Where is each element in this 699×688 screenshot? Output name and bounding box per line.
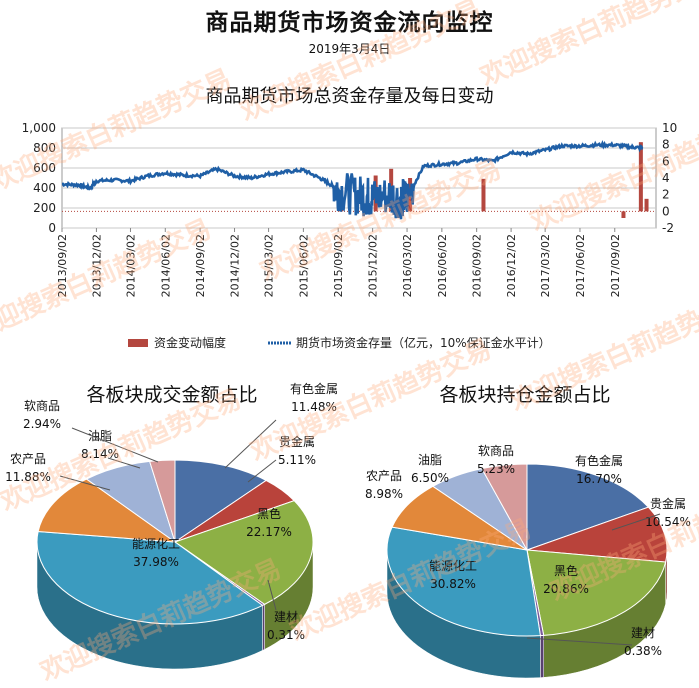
x-tick-label: 2016/09/02 — [471, 234, 484, 297]
pie-label-value: 37.98% — [133, 555, 179, 569]
pie-label-name: 黑色 — [257, 507, 281, 521]
pie-label-value: 6.50% — [411, 471, 449, 485]
page-title: 商品期货市场资金流向监控 — [205, 10, 494, 36]
x-tick-label: 2015/12/02 — [367, 234, 380, 297]
x-tick-label: 2014/06/02 — [159, 234, 172, 297]
legend-label-change: 资金变动幅度 — [154, 335, 226, 350]
line-chart: 0 200 400 600 800 1,000 -2 0 2 4 6 8 10 2013/09/02 201… — [22, 121, 678, 350]
pie-slice-有色金属 — [526, 463, 650, 551]
y-left-tick-label: 600 — [33, 161, 56, 175]
x-tick-label: 2014/12/02 — [229, 234, 242, 297]
pie-chart-volume: 各板块成交金额占比 有色金属 11.48% 贵金属 5.11% 黑色 22.17% 建材 0.3… — [5, 381, 338, 670]
legend-label-stock: 期货市场资金存量（亿元，10%保证金水平计） — [296, 335, 551, 350]
pie-label-name: 贵金属 — [650, 496, 686, 511]
pie-slice-能源化工 — [386, 526, 541, 637]
pie-label-name: 黑色 — [554, 564, 578, 578]
x-tick-label: 2015/03/02 — [263, 234, 276, 297]
change-bar — [638, 142, 643, 212]
x-tick-label: 2016/03/02 — [401, 234, 414, 297]
x-tick-label: 2013/09/02 — [56, 234, 69, 297]
pie-label-name: 农产品 — [10, 452, 46, 466]
x-tick-label: 2016/06/02 — [436, 234, 449, 297]
pie-slice-软商品 — [481, 463, 528, 552]
change-bar — [644, 198, 649, 212]
pie-leader-line — [247, 459, 277, 483]
pie-label-value: 30.82% — [430, 577, 476, 591]
pie-label-value: 2.94% — [23, 417, 61, 431]
x-tick-label: 2014/03/02 — [124, 234, 137, 297]
pie-label-name: 贵金属 — [279, 434, 315, 449]
pie-leader-line — [526, 637, 633, 646]
y-right-tick-label: 2 — [662, 188, 670, 202]
pie-label-name: 农产品 — [366, 469, 402, 483]
pie-slice-农产品 — [37, 478, 177, 543]
y-left-tick-label: 800 — [33, 141, 56, 155]
pie-label-name: 建材 — [631, 626, 655, 640]
pie-label-value: 0.38% — [624, 644, 662, 658]
y-right-tick-label: 4 — [662, 171, 670, 185]
pie-leader-line — [59, 475, 111, 491]
pie-slice-有色金属 — [174, 459, 268, 543]
pie-label-name: 油脂 — [88, 428, 112, 443]
pie-label-value: 16.70% — [576, 472, 622, 486]
line-chart-title: 商品期货市场总资金存量及每日变动 — [205, 86, 494, 107]
pie-leader-line — [107, 457, 141, 469]
x-tick-label: 2017/09/02 — [609, 234, 622, 297]
pie-label-name: 能源化工 — [429, 559, 477, 573]
pie-label-name: 能源化工 — [132, 537, 180, 551]
pie-leader-line — [611, 513, 661, 531]
pie-label-value: 11.48% — [291, 400, 337, 414]
pie-slice-农产品 — [391, 485, 528, 551]
x-tick-label: 2017/06/02 — [574, 234, 587, 297]
y-right-tick-label: -2 — [662, 221, 674, 235]
change-bar — [621, 211, 626, 218]
change-bar — [481, 178, 486, 212]
pie-label-name: 油脂 — [418, 452, 442, 467]
pie-label-name: 有色金属 — [575, 453, 623, 468]
pie-leader-line — [71, 427, 159, 463]
pie-label-value: 8.14% — [81, 447, 119, 461]
x-tick-label: 2016/12/02 — [505, 234, 518, 297]
pie-label-value: 5.11% — [278, 453, 316, 467]
pie-slice-黑色 — [173, 500, 314, 605]
y-right-tick-label: 0 — [662, 204, 670, 218]
x-tick-label: 2015/09/02 — [332, 234, 345, 297]
pie-leader-line — [224, 419, 277, 469]
pie-title: 各板块成交金额占比 — [86, 384, 257, 406]
y-left-tick-label: 0 — [48, 221, 56, 235]
y-right-tick-label: 10 — [662, 121, 677, 135]
x-tick-label: 2013/12/02 — [90, 234, 103, 297]
y-left-tick-label: 200 — [33, 201, 56, 215]
stock-line — [61, 139, 644, 220]
pie-label-value: 8.98% — [365, 487, 403, 501]
pie-label-value: 11.88% — [5, 470, 51, 484]
pie-side-建材 — [540, 635, 544, 678]
pie-label-name: 有色金属 — [290, 381, 338, 396]
pie-label-name: 软商品 — [24, 398, 60, 413]
pie-slice-黑色 — [526, 549, 667, 636]
pie-label-value: 5.23% — [477, 462, 515, 476]
y-left-tick-label: 400 — [33, 181, 56, 195]
pie-label-value: 10.54% — [645, 515, 691, 529]
pie-label-name: 软商品 — [478, 443, 514, 458]
pie-label-name: 建材 — [274, 610, 298, 624]
report-date: 2019年3月4日 — [308, 42, 391, 56]
x-tick-label: 2015/06/02 — [297, 234, 310, 297]
pie-slice-软商品 — [148, 459, 176, 543]
legend-swatch-change — [128, 339, 148, 347]
y-right-tick-label: 8 — [662, 138, 670, 152]
pie-title: 各板块持仓金额占比 — [439, 384, 610, 406]
pie-leader-line — [267, 579, 277, 611]
pie-label-value: 22.17% — [246, 525, 292, 539]
x-tick-label: 2014/09/02 — [194, 234, 207, 297]
x-tick-label: 2017/03/02 — [539, 234, 552, 297]
pie-label-value: 0.31% — [267, 628, 305, 642]
pie-label-value: 20.86% — [543, 582, 589, 596]
y-left-tick-label: 1,000 — [22, 121, 56, 135]
y-right-tick-label: 6 — [662, 154, 670, 168]
pie-slice-能源化工 — [36, 530, 264, 625]
pie-slice-贵金属 — [526, 506, 668, 563]
